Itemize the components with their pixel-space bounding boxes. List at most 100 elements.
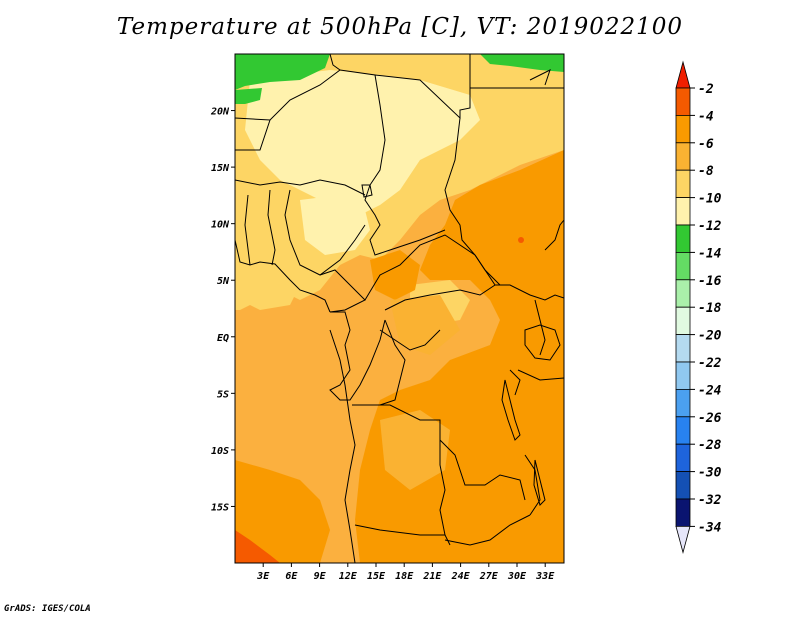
border-chad-south <box>364 184 446 256</box>
colorbar-swatch <box>675 471 691 500</box>
x-tick-label: 24E <box>451 571 471 582</box>
colorbar-swatch <box>675 87 691 116</box>
map-frame <box>234 53 565 564</box>
colorbar-swatch <box>675 498 691 527</box>
colorbar-swatch <box>675 169 691 198</box>
border-eritrea <box>529 69 551 86</box>
border-coast-west <box>235 239 331 313</box>
grads-credit: GrADS: IGES/COLA <box>4 604 91 614</box>
field-region-minus-6b <box>235 460 330 563</box>
field-region-minus-4 <box>235 530 280 563</box>
x-tick-label: 33E <box>535 571 555 582</box>
border-drc-angola <box>352 404 526 501</box>
colorbar-swatch <box>675 279 691 308</box>
field-region-minus-8a <box>380 410 450 490</box>
border-niger-libya <box>339 69 386 186</box>
colorbar-label: -32 <box>698 493 722 508</box>
colorbar-label: -24 <box>698 383 722 398</box>
colorbar-swatch <box>675 334 691 363</box>
border-coast-southwest <box>329 329 356 563</box>
border-ghana <box>244 194 251 266</box>
colorbar-label: -26 <box>698 411 722 426</box>
y-tick-label: 10S <box>211 446 229 457</box>
field-region-minus-10b <box>240 260 300 310</box>
x-axis: 3E 6E 9E 12E 15E 18E 21E 24E 27E 30E 33E <box>256 563 555 582</box>
x-tick-label: 18E <box>395 571 414 582</box>
colorbar-swatch <box>675 115 691 144</box>
colorbar-swatch <box>675 443 691 473</box>
border-malawi <box>524 454 541 516</box>
x-tick-label: 3E <box>256 571 270 582</box>
x-tick-label: 12E <box>339 571 358 582</box>
x-tick-label: 27E <box>479 571 499 582</box>
colorbar-label: -30 <box>698 466 722 481</box>
x-tick-label: 9E <box>314 571 327 582</box>
border-niger-south <box>235 179 366 196</box>
colorbar-label: -14 <box>698 246 722 261</box>
colorbar-label: -34 <box>698 520 722 535</box>
colorbar-label: -12 <box>698 219 722 234</box>
y-tick-label: 10N <box>211 220 230 231</box>
colorbar-label: -4 <box>698 109 714 124</box>
border-libya-chad-sudan <box>374 54 471 120</box>
y-tick-label: 15S <box>211 502 229 513</box>
colorbar-label: -16 <box>698 274 722 289</box>
colorbar-bottom-triangle <box>675 526 691 554</box>
field-region-minus-14c <box>235 88 262 104</box>
colorbar-swatch <box>675 142 691 171</box>
y-axis: 20N 15N 10N 5N EQ 5S 10S 15S <box>210 107 235 513</box>
colorbar: -2 -4 -6 -8 -10 -12 -14 -16 -18 -20 -22 -24 -26 -28 -3… <box>675 60 722 554</box>
y-tick-label: 15N <box>211 163 230 174</box>
colorbar-label: -28 <box>698 438 722 453</box>
border-angola-zambia <box>439 440 451 546</box>
border-car <box>364 234 496 311</box>
y-tick-label: 20N <box>210 107 230 118</box>
border-angola-namibia <box>354 524 445 536</box>
border-gabon-congo <box>329 311 386 401</box>
colorbar-label: -6 <box>698 137 714 152</box>
border-rwanda <box>509 369 521 396</box>
field-region-minus-12b <box>300 195 370 255</box>
colorbar-swatch <box>675 306 691 336</box>
field-region-minus-12 <box>245 70 480 215</box>
border-benin-togo <box>267 189 276 266</box>
colorbar-swatch <box>675 251 691 281</box>
x-tick-label: 30E <box>507 571 527 582</box>
colorbar-swatch <box>675 416 691 445</box>
field-region-minus-14b <box>480 54 564 72</box>
colorbar-label: -10 <box>698 192 722 207</box>
x-tick-label: 6E <box>285 571 298 582</box>
country-borders <box>235 54 564 563</box>
y-tick-label: 5S <box>217 389 229 400</box>
lake-chad <box>361 184 373 198</box>
temperature-field <box>235 54 564 563</box>
x-tick-label: 21E <box>422 571 442 582</box>
colorbar-swatch <box>675 224 691 253</box>
field-region-minus-14 <box>235 54 330 90</box>
border-uganda-sudan <box>495 284 564 301</box>
border-nigeria <box>284 189 366 276</box>
lake-malawi <box>533 459 546 506</box>
colorbar-swatch <box>675 388 691 418</box>
colorbar-swatch <box>675 197 691 226</box>
border-uganda-kenya <box>534 299 546 356</box>
x-tick-label: 15E <box>367 571 386 582</box>
chart-title: Temperature at 500hPa [C], VT: 201902210… <box>116 14 684 40</box>
colorbar-label: -18 <box>698 301 722 316</box>
y-tick-label: EQ <box>217 333 229 344</box>
border-ethiopia <box>544 219 564 251</box>
field-region-minus-6c <box>370 250 420 300</box>
colorbar-swatch <box>675 361 691 390</box>
field-spot-minus-4 <box>518 237 524 243</box>
border-cameroon <box>319 269 366 313</box>
field-region-minus-8b <box>390 295 460 355</box>
y-tick-label: 5N <box>217 276 230 287</box>
lake-victoria <box>524 324 561 361</box>
colorbar-top-triangle <box>675 60 691 89</box>
border-tanzania <box>517 369 564 381</box>
lake-tanganyika <box>501 379 521 441</box>
congo-river <box>379 329 441 351</box>
colorbar-label: -22 <box>698 356 722 371</box>
colorbar-label: -20 <box>698 329 722 344</box>
